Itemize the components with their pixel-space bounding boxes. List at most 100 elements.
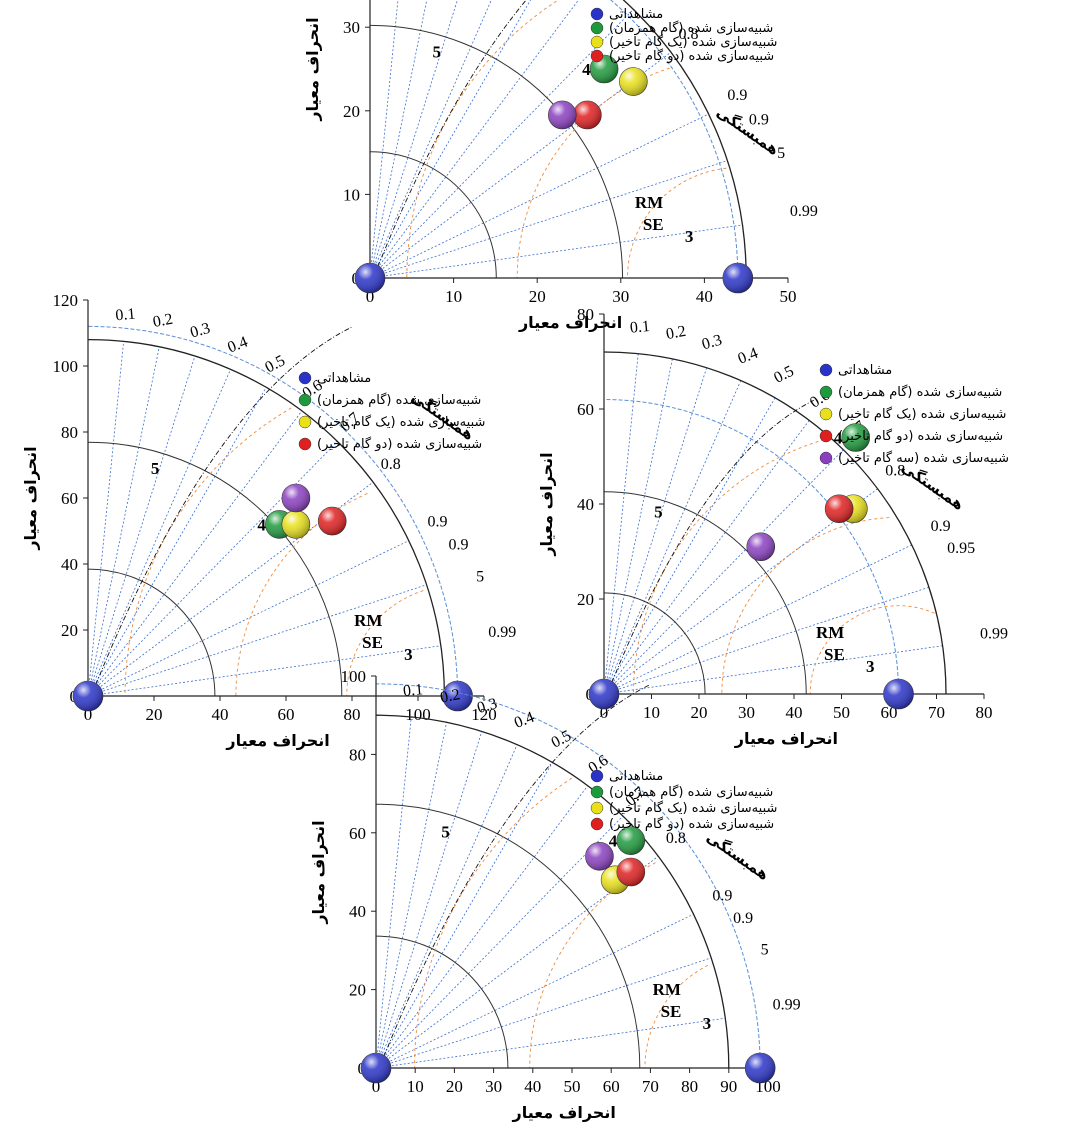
legend-label: شبیه‌سازی شده (یک گام تاخیر) [609,800,777,816]
stddev-arc [87,568,216,697]
correlation-tick-label: 0.99 [773,996,801,1013]
correlation-tick-label: 0.1 [402,681,423,700]
x-tick-label: 40 [696,287,713,306]
legend-label: شبیه‌سازی شده (سه گام تاخیر) [838,450,1009,466]
correlation-tick-label: 0.9 [733,910,753,927]
legend-label: مشاهداتی [317,371,371,386]
outer-arc [603,351,947,695]
x-tick-label: 0 [366,287,375,306]
x-tick-label: 60 [278,705,295,724]
y-tick-label: 80 [61,423,78,442]
stddev-arc [603,491,807,695]
legend-label: مشاهداتی [609,769,663,784]
legend-marker [298,371,312,385]
y-axis-label: انحراف معیار [537,452,556,556]
correlation-tick-label: 0.7 [633,0,659,3]
observed-point-shine [745,1053,776,1083]
correlation-ray [369,51,672,279]
rmse-arc [516,67,670,279]
rmse-arc [529,862,656,1069]
correlation-tick-label: 5 [777,145,785,162]
correlation-ray [87,341,125,697]
legend-marker [590,7,604,21]
correlation-tick-label: 0.1 [629,318,650,337]
correlation-tick-label: 0.95 [947,540,975,557]
guide-curve [607,399,815,693]
correlation-ray [375,722,447,1069]
origin-point-shine [589,679,619,709]
legend-marker [819,451,833,465]
y-tick-label: 10 [343,185,360,204]
correlation-ray [375,762,553,1069]
rmse-arc [633,437,831,695]
correlation-ray [603,397,776,695]
correlation-tick-label: 0.2 [665,323,688,343]
legend-marker [590,785,604,799]
contour-label: 5 [441,823,450,842]
correlation-ray [369,0,492,279]
correlation-ray [603,488,878,695]
x-tick-label: 30 [738,703,755,722]
x-axis-label: انحراف معیار [518,313,622,332]
contour-label: 3 [866,657,875,676]
correlation-ray [375,957,712,1069]
correlation-tick-label: 0.5 [771,363,797,387]
correlation-ray [603,358,673,695]
correlation-tick-label: 0.99 [980,625,1008,642]
legend-marker [590,817,604,831]
correlation-tick-label: 0.9 [712,887,732,904]
y-tick-label: 20 [577,590,594,609]
x-tick-label: 80 [976,703,993,722]
correlation-ray [603,380,742,695]
correlation-ray [87,645,441,697]
taylor-diagram-top: 01020304050010203040500.10.20.30.40.50.6… [303,0,818,332]
stddev-arc [369,24,624,279]
guide-curve [373,0,527,277]
outer-arc [622,0,747,279]
legend-label: شبیه‌سازی شده (دو گام تاخیر) [317,436,482,452]
simulated-point-shine [616,858,645,886]
rmse-arc [346,590,424,697]
rmse-arc [413,777,573,1069]
legend-label: مشاهداتی [838,363,892,378]
guide-curve [91,326,352,695]
x-tick-label: 80 [681,1077,698,1096]
legend-label: شبیه‌سازی شده (دو گام تاخیر) [609,816,774,832]
stddev-arc [87,441,343,697]
rmse-label-1: RM [354,611,382,630]
y-axis-label: انحراف معیار [303,17,322,121]
stddev-arc [375,803,641,1069]
correlation-tick-label: 0.99 [790,203,818,220]
x-tick-label: 0 [372,1077,381,1096]
legend-label: شبیه‌سازی شده (گام همزمان) [609,784,773,800]
correlation-ray [375,785,588,1069]
x-tick-label: 20 [146,705,163,724]
correlation-tick-label: 0.8 [381,456,401,473]
x-tick-label: 10 [407,1077,424,1096]
y-tick-label: 100 [341,667,367,686]
legend-marker [819,385,833,399]
correlation-ray [369,113,709,279]
reference-stddev-arc [87,325,459,697]
rmse-arc [627,167,727,279]
simulated-point-shine [573,100,602,129]
legend-label: شبیه‌سازی شده (دو گام تاخیر) [838,428,1003,444]
stddev-arc [369,151,497,279]
correlation-ray [603,353,639,695]
legend-label: شبیه‌سازی شده (یک گام تاخیر) [609,34,777,50]
simulated-point-shine [585,842,614,871]
reference-stddev-arc [603,399,899,695]
correlation-tick-label: 0.2 [439,686,462,706]
legend-marker [819,363,833,377]
contour-label: 3 [703,1014,712,1033]
rmse-label-2: SE [643,215,664,234]
reference-stddev-arc [610,0,739,279]
taylor-diagram-bottom: 0 10 20 30 40 50 60 70 80 90 100 0 20 40 60 80 100 0.1 0.2… [309,667,801,1122]
stddev-arc [375,935,509,1069]
x-tick-label: 50 [780,287,797,306]
correlation-tick-label: 0.4 [225,333,250,356]
correlation-tick-label: 0.2 [152,311,175,331]
x-tick-label: 40 [524,1077,541,1096]
correlation-ray [87,355,196,697]
simulated-point-shine [746,532,775,561]
